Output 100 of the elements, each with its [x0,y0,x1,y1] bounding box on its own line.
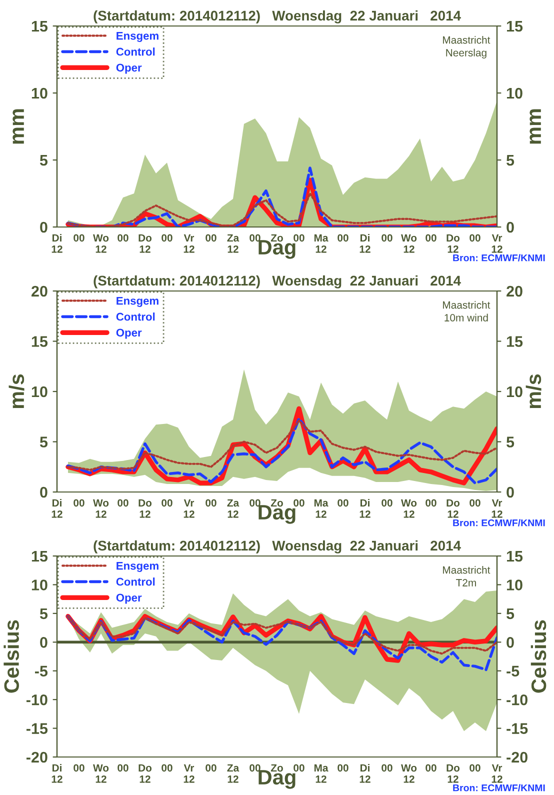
x-tick-label: 00 [382,234,392,242]
y2-tick-label: 5 [506,436,514,448]
legend-label: Control [116,578,155,586]
x-tick-label: Zo [270,499,283,507]
x-tick-label: 00 [382,499,392,507]
x-tick-label: 00 [250,499,260,507]
x-tick-label: Wo 12 [93,764,109,783]
text: Bron: ECMWF/KNMI [453,784,545,792]
x-tick-label: 00 [206,764,216,772]
y-tick-label: -5 [34,666,48,677]
y2-tick-label: 15 [506,551,523,562]
x-axis-title: Dag [258,770,296,789]
y-tick-label: 10 [32,580,48,590]
x-tick-label: Vr 12 [492,764,502,783]
x-tick-label: 00 [382,764,392,772]
x-tick-label: Di 12 [360,234,370,253]
x-tick-label: Do 12 [446,234,460,253]
y-axis-title: m/s [8,374,24,408]
y2-tick-label: -15 [506,723,528,734]
x-tick-label: Wo 12 [93,499,109,518]
y-tick-label: 15 [32,336,48,347]
y-tick-label: 15 [32,21,48,32]
x-tick-label: Di 12 [360,764,370,783]
x-tick-label: Ma 12 [314,234,328,253]
x-tick-label: 00 [426,499,436,507]
y-tick-label: -15 [26,723,48,734]
y-tick-label: 5 [40,608,48,620]
y2-tick-label: 15 [506,21,523,32]
text: Bron: ECMWF/KNMI [453,519,545,526]
y2-tick-label: 10 [506,386,522,398]
x-tick-label: 00 [74,234,84,242]
x-tick-label: 00 [250,764,260,772]
x-tick-label: Do 12 [138,764,152,783]
line-series [66,614,497,672]
y2-axis-title: Celsius [530,620,546,693]
y-axis-title: mm [12,109,24,144]
x-tick-label: 00 [470,764,480,772]
x-tick-label: 00 [118,499,128,507]
x-tick-label: 00 [426,234,436,242]
x-tick-label: Wo 12 [401,764,417,783]
y2-tick-label: 10 [506,580,522,590]
y2-tick-label: 20 [506,286,522,297]
x-tick-label: Ma 12 [314,764,328,783]
line-series [66,420,497,471]
x-tick-label: 00 [162,499,172,507]
x-tick-label: 00 [74,764,84,772]
x-tick-label: Do 12 [446,499,460,518]
x-tick-label: Ma 12 [314,499,328,518]
x-tick-label: 00 [338,234,348,242]
x-tick-label: 00 [426,764,436,772]
y2-tick-label: -20 [506,752,528,763]
x-tick-label: Vr 12 [492,234,502,253]
chart-title: (Startdatum: 2014012112) Woensdag 22 Januari 2014 [94,540,461,554]
x-tick-label: Do 12 [138,234,152,253]
x-tick-label: 00 [338,764,348,772]
x-tick-label: Za 12 [227,499,240,518]
annotation: Maastricht 10m wind [443,301,490,322]
x-tick-label: 00 [118,234,128,242]
y2-tick-label: -10 [506,694,528,706]
x-tick-label: Di 12 [360,498,370,518]
x-tick-label: Wo 12 [93,234,109,253]
line-series [66,166,497,227]
y2-axis-title: mm [530,109,541,144]
x-tick-label: Vr 12 [184,234,194,253]
y-tick-label: 15 [32,551,48,562]
y-tick-label: 0 [40,486,48,498]
x-tick-label: 00 [206,234,216,242]
y2-tick-label: 5 [506,155,514,166]
x-tick-label: Za 12 [227,764,240,783]
chart-title: (Startdatum: 2014012112) Woensdag 22 Januari 2014 [94,10,461,24]
y-tick-label: 0 [40,222,48,233]
y-tick-label: -20 [26,752,48,763]
x-tick-label: Di 12 [52,498,62,518]
y2-tick-label: -5 [506,666,520,677]
x-tick-label: 00 [162,764,172,772]
text: Bron: ECMWF/KNMI [453,254,545,262]
x-tick-label: 00 [250,234,260,242]
x-axis-title: Dag [258,505,296,524]
y-tick-label: 5 [40,436,48,448]
y-tick-label: 0 [40,637,48,648]
y2-tick-label: 5 [506,608,514,620]
line-series [66,615,497,655]
x-axis-title: Dag [258,240,296,259]
y-tick-label: 5 [40,155,48,166]
x-tick-label: Vr 12 [184,764,194,783]
x-tick-label: Zo [270,764,283,772]
legend-label: Oper [116,64,142,74]
x-tick-label: Di 12 [52,234,62,253]
annotation: Maastricht T2m [443,566,490,586]
y-tick-label: -10 [26,694,48,706]
x-tick-label: Vr 12 [184,499,194,518]
legend-label: Ensgem [116,296,158,307]
y2-tick-label: 0 [506,637,514,648]
line-series [66,192,497,227]
x-tick-label: Do 12 [138,499,152,518]
x-tick-label: 00 [162,234,172,242]
y2-tick-label: 0 [506,486,514,498]
legend-label: Control [116,48,155,56]
legend-label: Control [116,312,155,321]
x-tick-label: Di 12 [52,764,62,783]
